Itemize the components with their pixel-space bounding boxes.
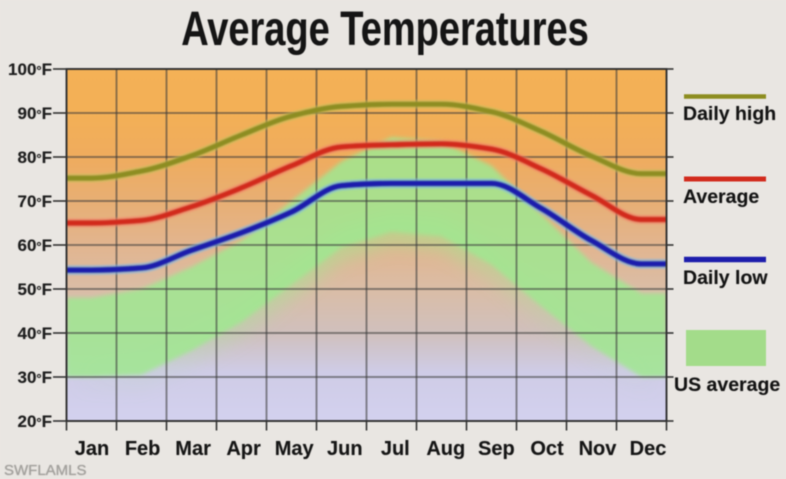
svg-text:50°F: 50°F [17, 280, 52, 299]
svg-text:20°F: 20°F [17, 412, 52, 431]
svg-text:Mar: Mar [175, 438, 211, 460]
svg-text:US average: US average [674, 374, 780, 396]
svg-text:Apr: Apr [226, 438, 261, 460]
svg-text:Jun: Jun [327, 438, 363, 460]
svg-text:60°F: 60°F [17, 236, 52, 255]
svg-text:Feb: Feb [125, 438, 161, 460]
svg-text:80°F: 80°F [17, 148, 52, 167]
svg-text:Jan: Jan [75, 438, 109, 460]
svg-text:SWFLAMLS: SWFLAMLS [4, 462, 87, 479]
svg-text:Oct: Oct [530, 438, 564, 460]
svg-text:40°F: 40°F [17, 324, 52, 343]
svg-text:Aug: Aug [426, 438, 465, 460]
svg-text:100°F: 100°F [8, 60, 52, 79]
svg-text:Daily low: Daily low [683, 267, 768, 289]
svg-text:Average: Average [683, 186, 759, 208]
svg-text:90°F: 90°F [17, 104, 52, 123]
svg-text:30°F: 30°F [17, 368, 52, 387]
svg-text:Nov: Nov [579, 438, 618, 460]
svg-text:Daily high: Daily high [683, 103, 776, 125]
svg-text:May: May [275, 438, 315, 460]
svg-text:Jul: Jul [381, 438, 410, 460]
svg-text:Sep: Sep [478, 438, 515, 460]
svg-text:70°F: 70°F [17, 192, 52, 211]
svg-text:Dec: Dec [630, 438, 667, 460]
svg-text:Average Temperatures: Average Temperatures [181, 3, 589, 56]
